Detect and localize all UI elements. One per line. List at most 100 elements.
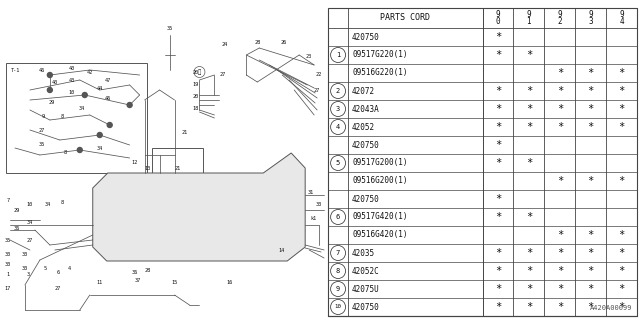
- Text: *: *: [618, 302, 625, 312]
- Text: 40: 40: [68, 66, 75, 70]
- Text: 29: 29: [49, 100, 55, 106]
- Text: 9: 9: [496, 10, 500, 19]
- Text: *: *: [495, 266, 501, 276]
- Text: *: *: [557, 122, 563, 132]
- Text: 420750: 420750: [352, 302, 380, 311]
- Text: 09516G220(1): 09516G220(1): [352, 68, 408, 77]
- Text: *: *: [557, 266, 563, 276]
- Text: PARTS CORD: PARTS CORD: [380, 13, 430, 22]
- Text: *: *: [526, 302, 532, 312]
- Text: 42052C: 42052C: [352, 267, 380, 276]
- Text: *: *: [495, 284, 501, 294]
- Text: *: *: [526, 212, 532, 222]
- Text: 5: 5: [336, 160, 340, 166]
- Text: 27: 27: [39, 127, 45, 132]
- Text: *: *: [588, 176, 594, 186]
- Text: 35: 35: [5, 237, 11, 243]
- Text: 37: 37: [134, 277, 141, 283]
- Text: *: *: [557, 284, 563, 294]
- Text: *: *: [526, 284, 532, 294]
- Text: 1: 1: [6, 273, 10, 277]
- Text: 09517G200(1): 09517G200(1): [352, 158, 408, 167]
- Text: *: *: [495, 194, 501, 204]
- Text: 34: 34: [27, 220, 33, 225]
- Text: 26: 26: [280, 41, 286, 45]
- Text: *: *: [557, 302, 563, 312]
- Text: 42052: 42052: [352, 123, 375, 132]
- Text: 8: 8: [63, 149, 67, 155]
- Text: 42075U: 42075U: [352, 284, 380, 293]
- Text: *: *: [618, 68, 625, 78]
- Text: 42035: 42035: [352, 249, 375, 258]
- Text: *: *: [495, 86, 501, 96]
- Polygon shape: [93, 153, 305, 261]
- Text: *: *: [618, 104, 625, 114]
- Text: *: *: [526, 248, 532, 258]
- Text: 10: 10: [68, 90, 75, 94]
- Text: 17: 17: [5, 286, 11, 292]
- Text: A420A00099: A420A00099: [589, 305, 632, 311]
- Text: *: *: [557, 176, 563, 186]
- Text: 9: 9: [42, 115, 44, 119]
- Text: 420750: 420750: [352, 140, 380, 149]
- Text: *: *: [495, 50, 501, 60]
- Text: 420750: 420750: [352, 195, 380, 204]
- Text: 8: 8: [60, 199, 63, 204]
- Text: *: *: [526, 86, 532, 96]
- Text: *: *: [557, 86, 563, 96]
- Text: *: *: [526, 50, 532, 60]
- Text: *: *: [588, 68, 594, 78]
- Circle shape: [83, 92, 87, 98]
- Text: 7: 7: [6, 197, 10, 203]
- Text: 14: 14: [278, 247, 284, 252]
- Text: *: *: [495, 212, 501, 222]
- Text: *: *: [618, 176, 625, 186]
- Text: 2: 2: [336, 88, 340, 94]
- Text: 20: 20: [193, 70, 198, 76]
- Circle shape: [127, 102, 132, 108]
- Circle shape: [47, 87, 52, 92]
- Text: *: *: [495, 104, 501, 114]
- Text: 09516G200(1): 09516G200(1): [352, 177, 408, 186]
- Text: *: *: [588, 248, 594, 258]
- Text: *: *: [618, 266, 625, 276]
- Text: 2: 2: [557, 17, 562, 26]
- Text: *: *: [618, 122, 625, 132]
- Text: 42043A: 42043A: [352, 105, 380, 114]
- Text: *: *: [495, 248, 501, 258]
- Text: 8: 8: [336, 268, 340, 274]
- Text: 9: 9: [336, 286, 340, 292]
- Text: *: *: [588, 302, 594, 312]
- Text: 18: 18: [193, 106, 198, 110]
- Text: 420750: 420750: [352, 33, 380, 42]
- Text: 27: 27: [54, 286, 61, 292]
- Text: 21: 21: [174, 165, 180, 171]
- Text: 27: 27: [220, 73, 225, 77]
- Text: *: *: [495, 140, 501, 150]
- Text: *: *: [526, 122, 532, 132]
- Text: 09517G420(1): 09517G420(1): [352, 212, 408, 221]
- Text: 1: 1: [527, 17, 531, 26]
- Text: 27: 27: [27, 237, 33, 243]
- Text: 47: 47: [104, 77, 111, 83]
- Text: 09516G420(1): 09516G420(1): [352, 230, 408, 239]
- Text: *: *: [588, 284, 594, 294]
- Text: 16: 16: [227, 281, 232, 285]
- Text: 7: 7: [336, 250, 340, 256]
- Text: 20: 20: [193, 93, 198, 99]
- Text: 12: 12: [131, 161, 138, 165]
- Text: 30: 30: [22, 266, 28, 270]
- Text: 34: 34: [45, 203, 51, 207]
- Text: *: *: [495, 158, 501, 168]
- Circle shape: [108, 123, 112, 127]
- Text: 42: 42: [86, 69, 93, 75]
- Text: 0: 0: [496, 17, 500, 26]
- Text: 34: 34: [79, 106, 85, 110]
- Circle shape: [77, 148, 83, 153]
- Text: *: *: [588, 104, 594, 114]
- Text: *: *: [588, 266, 594, 276]
- Text: 46: 46: [104, 95, 111, 100]
- Text: *: *: [557, 230, 563, 240]
- Text: *: *: [588, 230, 594, 240]
- Text: 40: 40: [52, 79, 58, 84]
